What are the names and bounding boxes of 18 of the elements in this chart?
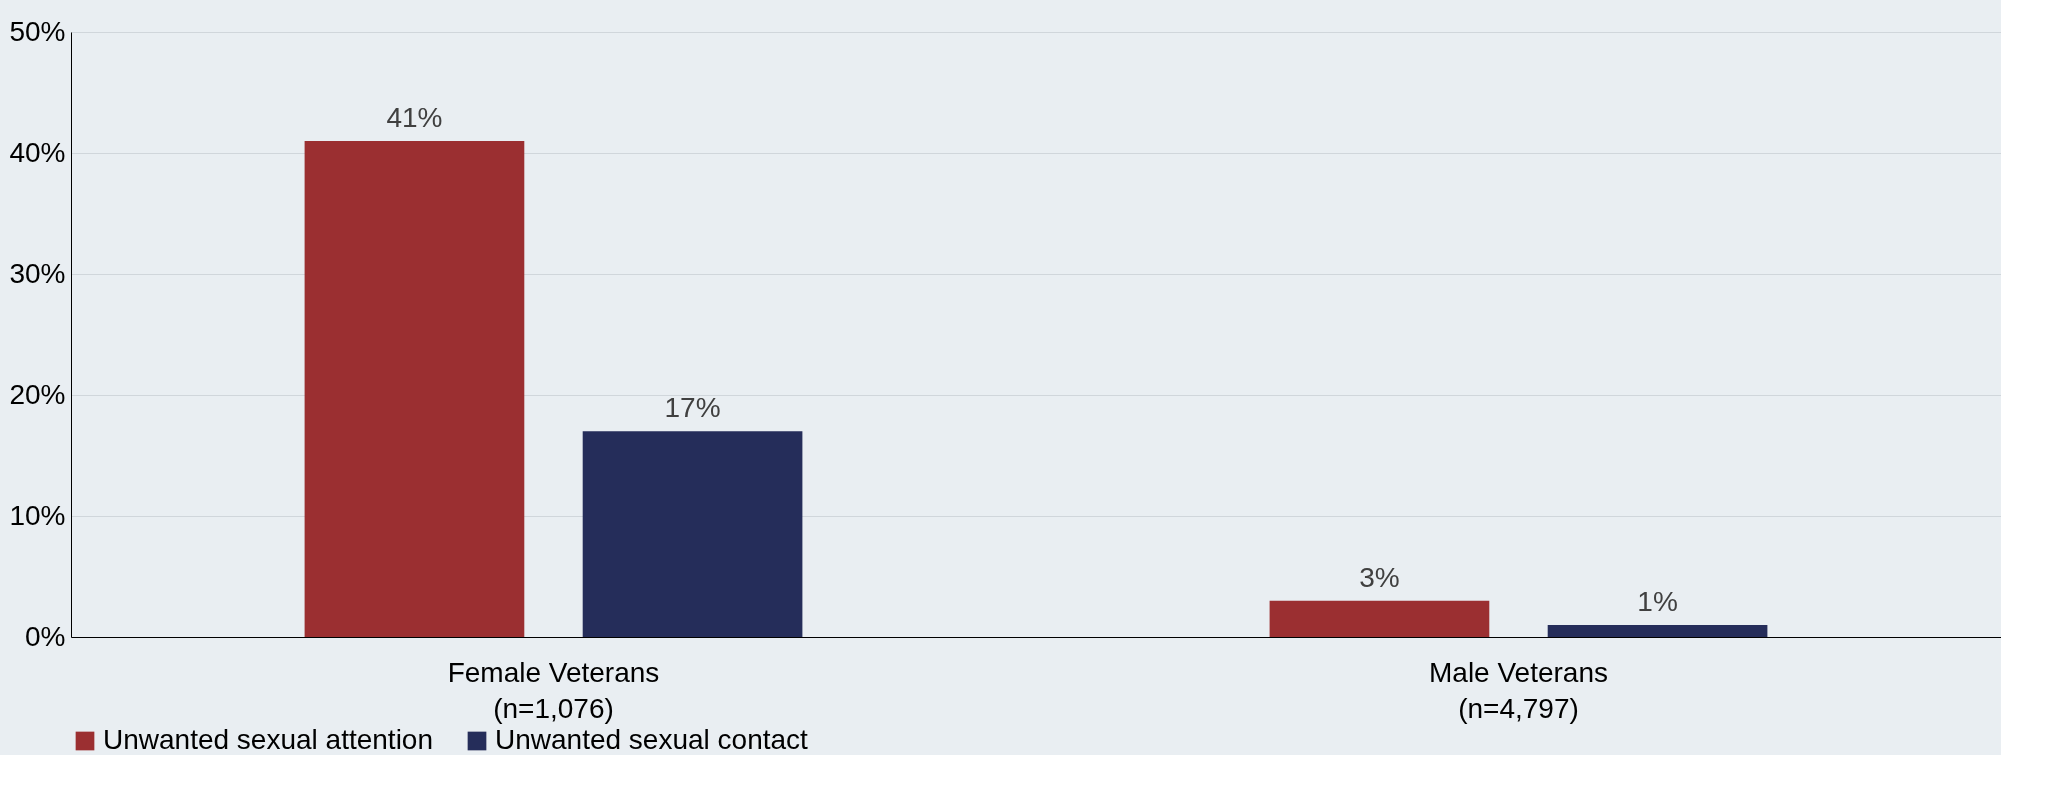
legend-label: Unwanted sexual contact (495, 724, 809, 755)
data-label: 3% (1359, 561, 1400, 593)
x-tick-label: Female Veterans (n=1,076) (447, 656, 660, 724)
y-tick-label: 10% (9, 499, 66, 531)
data-label: 41% (386, 101, 443, 133)
y-tick-label: 30% (9, 257, 66, 289)
y-tick-label: 20% (9, 378, 66, 410)
bar (582, 431, 803, 637)
legend-label: Unwanted sexual attention (103, 724, 433, 755)
bar (1269, 600, 1490, 637)
y-tick-label: 0% (25, 620, 66, 652)
x-tick-label: Male Veterans (n=4,797) (1429, 656, 1608, 724)
data-label: 17% (664, 392, 721, 424)
bar (1547, 624, 1768, 637)
bar (304, 140, 525, 637)
y-tick-label: 40% (9, 136, 66, 168)
data-label: 1% (1637, 585, 1678, 617)
y-tick-label: 50% (9, 15, 66, 47)
